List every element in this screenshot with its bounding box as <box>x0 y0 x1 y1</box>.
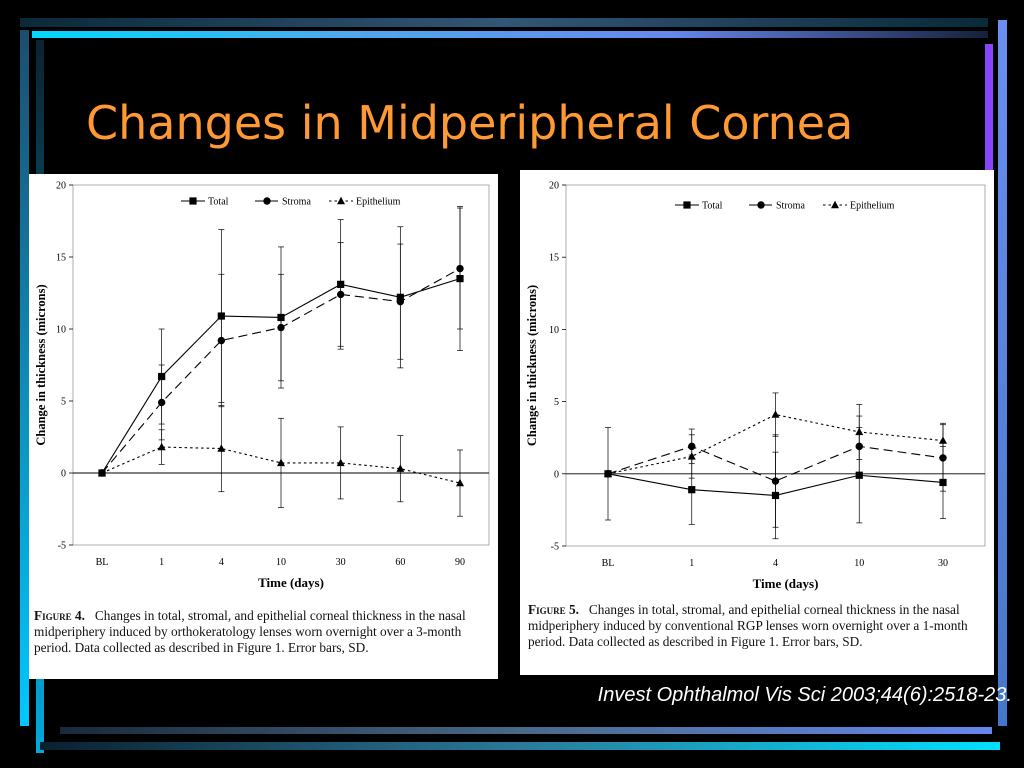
figure-4-chart: -5 0 5 10 15 20 BL 1 4 10 30 60 90 Time (days) Change … <box>29 174 498 599</box>
fig5-x-tick-label: 10 <box>854 558 864 569</box>
fig4-y-tick-label: 0 <box>61 469 66 480</box>
figure-4-label: Figure 4. <box>34 608 85 623</box>
fig5-stroma-point <box>772 477 779 484</box>
fig4-y-tick-label: 20 <box>56 181 66 192</box>
figure-5-label: Figure 5. <box>528 602 579 617</box>
fig4-legend-label-stroma: Stroma <box>282 197 311 208</box>
fig4-legend-marker-epithelium <box>337 197 345 205</box>
fig5-legend-label-epithelium: Epithelium <box>850 201 895 212</box>
fig4-stroma-point <box>277 324 284 331</box>
fig4-x-axis-title: Time (days) <box>258 575 324 590</box>
fig5-y-tick-label: -5 <box>551 542 559 553</box>
fig4-stroma-point <box>397 298 404 305</box>
fig4-stroma-point <box>456 265 463 272</box>
fig4-y-tick-label: 10 <box>56 325 66 336</box>
fig4-stroma-point <box>218 337 225 344</box>
figure-4-panel: -5 0 5 10 15 20 BL 1 4 10 30 60 90 Time (days) Change … <box>29 174 498 679</box>
fig4-stroma-point <box>337 291 344 298</box>
fig4-legend-label-epithelium: Epithelium <box>356 197 401 208</box>
figure-4-caption: Changes in total, stromal, and epithelia… <box>34 608 466 655</box>
fig5-y-tick-label: 5 <box>554 397 559 408</box>
fig4-epithelium-point <box>337 459 345 467</box>
fig5-epithelium-point <box>772 410 780 418</box>
fig5-x-tick-label: 4 <box>773 558 778 569</box>
fig5-epithelium-point <box>939 436 947 444</box>
fig5-y-axis-title: Change in thickness (microns) <box>525 285 539 446</box>
fig5-epithelium-point <box>855 428 863 436</box>
fig5-y-tick-label: 20 <box>549 181 559 192</box>
fig5-y-tick-label: 0 <box>554 469 559 480</box>
fig4-x-tick-label: 4 <box>219 557 224 568</box>
fig4-y-tick-label: -5 <box>58 541 66 552</box>
figure-4-caption-block: Figure 4. Changes in total, stromal, and… <box>34 608 496 656</box>
fig5-x-tick-label: 1 <box>689 558 694 569</box>
fig5-legend-label-total: Total <box>702 201 723 212</box>
slide-title: Changes in Midperipheral Cornea <box>86 96 853 150</box>
fig4-y-tick-label: 5 <box>61 397 66 408</box>
top-accent-bar-dark <box>20 18 988 27</box>
fig4-x-tick-label: BL <box>96 557 109 568</box>
figure-5-caption: Changes in total, stromal, and epithelia… <box>528 602 968 649</box>
figure-5-chart: -5 0 5 10 15 20 BL 1 4 10 30 Time (days) Change in t… <box>520 170 994 595</box>
right-accent-bar-blue <box>998 20 1007 726</box>
fig4-x-tick-label: 1 <box>159 557 164 568</box>
fig4-legend-marker-stroma <box>263 197 270 204</box>
fig4-y-axis-title: Change in thickness (microns) <box>34 284 48 445</box>
fig5-y-tick-label: 10 <box>549 325 559 336</box>
fig5-x-tick-label: BL <box>602 558 615 569</box>
figure-5-panel: -5 0 5 10 15 20 BL 1 4 10 30 Time (days) Change in t… <box>520 170 994 675</box>
fig5-legend-marker-stroma <box>757 201 764 208</box>
fig4-x-tick-label: 30 <box>336 557 346 568</box>
fig5-x-tick-label: 30 <box>938 558 948 569</box>
fig4-y-tick-label: 15 <box>56 253 66 264</box>
fig5-x-axis-title: Time (days) <box>753 576 819 591</box>
figure-5-caption-block: Figure 5. Changes in total, stromal, and… <box>528 602 990 650</box>
fig4-x-tick-label: 90 <box>455 557 465 568</box>
left-accent-bar-1 <box>20 30 29 726</box>
fig5-legend-marker-total <box>683 201 690 208</box>
top-accent-bar <box>32 31 988 38</box>
bottom-accent-bar-1 <box>60 727 992 734</box>
fig5-y-tick-label: 15 <box>549 253 559 264</box>
citation: Invest Ophthalmol Vis Sci 2003;44(6):251… <box>598 684 1012 707</box>
fig4-x-tick-label: 10 <box>276 557 286 568</box>
fig4-epithelium-point <box>158 443 166 451</box>
fig5-legend-label-stroma: Stroma <box>776 201 805 212</box>
fig5-legend-marker-epithelium <box>831 201 839 209</box>
fig5-total-point <box>688 486 695 493</box>
fig5-epithelium-point <box>688 452 696 460</box>
fig4-legend-label-total: Total <box>208 197 229 208</box>
fig4-stroma-point <box>158 399 165 406</box>
bottom-accent-bar-2 <box>40 742 1000 750</box>
fig4-x-tick-label: 60 <box>395 557 405 568</box>
fig4-legend-marker-total <box>189 197 196 204</box>
